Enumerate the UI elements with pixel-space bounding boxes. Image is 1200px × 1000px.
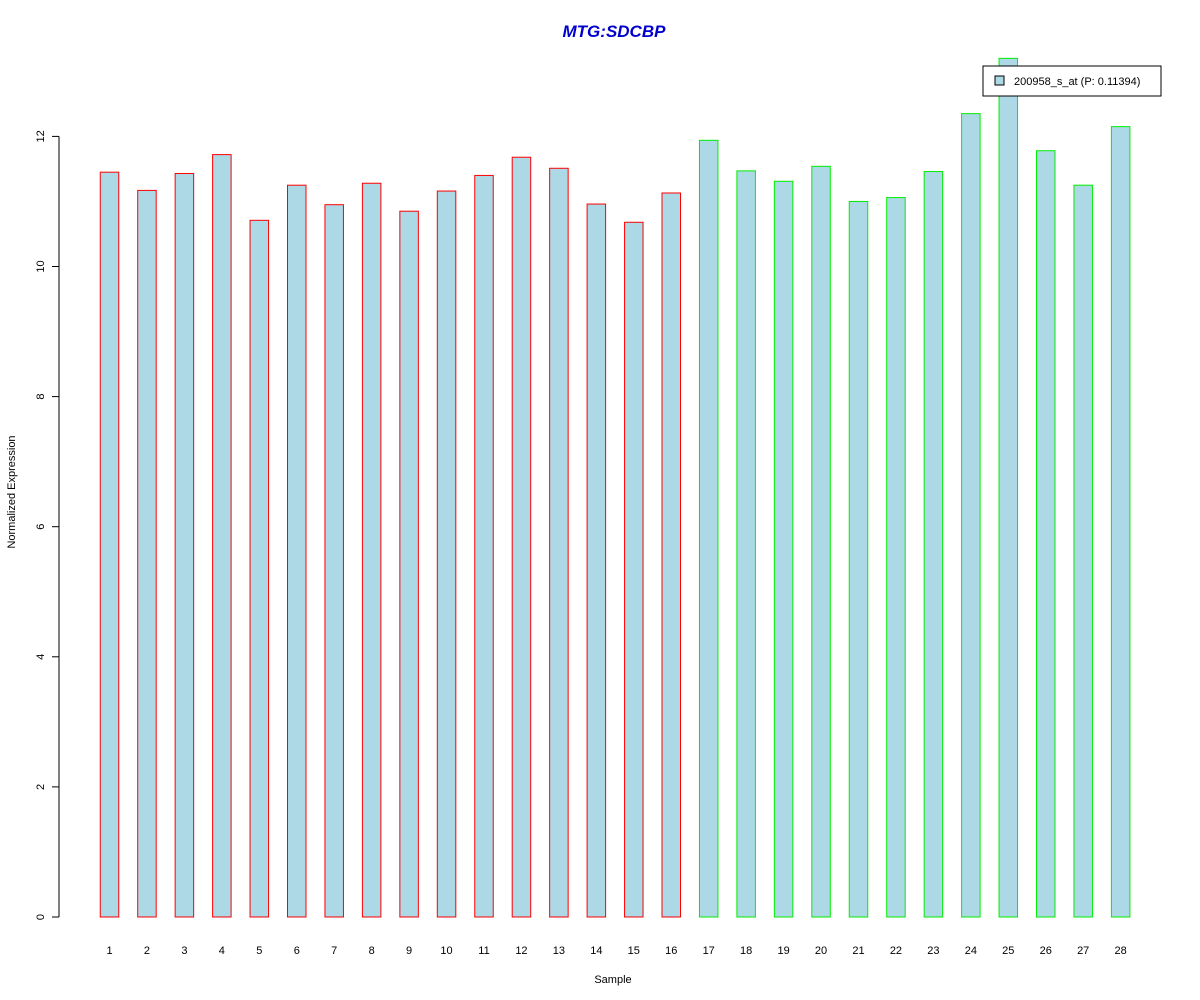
x-tick-label: 17 xyxy=(703,945,715,957)
x-tick-label: 7 xyxy=(331,945,337,957)
x-tick-label: 11 xyxy=(478,945,489,957)
bar-sample-14 xyxy=(586,203,607,918)
x-tick-label: 24 xyxy=(965,945,977,957)
x-tick-label: 12 xyxy=(515,945,527,957)
x-tick-label: 15 xyxy=(628,945,640,957)
bar-sample-6 xyxy=(287,184,307,918)
y-axis: 0 2 4 6 8 10 12 xyxy=(35,130,60,920)
bar-sample-7 xyxy=(324,204,344,918)
bar-sample-5 xyxy=(249,219,270,918)
x-tick-label: 25 xyxy=(1002,945,1014,957)
bar-sample-2 xyxy=(137,189,157,918)
y-tick-label: 10 xyxy=(35,260,47,272)
y-tick-label: 8 xyxy=(35,394,47,400)
bar-sample-4 xyxy=(212,154,232,918)
x-tick-label: 23 xyxy=(927,945,939,957)
bar-sample-8 xyxy=(361,182,382,918)
y-tick-label: 4 xyxy=(35,654,47,660)
legend: 200958_s_at (P: 0.11394) xyxy=(982,65,1162,97)
x-tick-label: 16 xyxy=(665,945,677,957)
x-tick-label: 13 xyxy=(553,945,565,957)
bar-sample-16 xyxy=(661,192,681,918)
bar-sample-19 xyxy=(773,180,794,918)
bar-sample-22 xyxy=(886,197,906,918)
x-tick-label: 6 xyxy=(294,945,300,957)
y-tick-label: 2 xyxy=(35,784,47,790)
bar-sample-23 xyxy=(923,171,944,918)
bar-sample-18 xyxy=(736,170,756,918)
bar-sample-24 xyxy=(961,113,981,918)
bar-sample-3 xyxy=(174,172,195,918)
y-tick-label: 12 xyxy=(35,130,47,142)
bar-sample-13 xyxy=(549,167,569,918)
y-tick-label: 6 xyxy=(35,524,47,530)
bar-sample-10 xyxy=(436,190,457,918)
legend-box xyxy=(982,65,1162,97)
bar-sample-11 xyxy=(474,174,494,918)
x-tick-label: 5 xyxy=(256,945,262,957)
bar-sample-21 xyxy=(848,200,869,918)
x-tick-label: 19 xyxy=(777,945,789,957)
x-tick-label: 3 xyxy=(181,945,187,957)
x-axis: 1 2 3 4 5 6 7 8 9 10 11 12 13 14 15 16 17 18 19 20 21 22 23 24 2… xyxy=(106,945,1126,957)
x-tick-label: 8 xyxy=(369,945,375,957)
y-axis-label: Normalized Expression xyxy=(6,435,18,548)
x-tick-label: 21 xyxy=(852,945,864,957)
bar-sample-25 xyxy=(998,57,1019,918)
bar-sample-27 xyxy=(1073,184,1093,918)
bar-sample-28 xyxy=(1110,126,1131,918)
bar-sample-15 xyxy=(624,221,644,918)
bar-sample-17 xyxy=(698,139,719,918)
bar-sample-12 xyxy=(511,156,532,918)
legend-label: 200958_s_at (P: 0.11394) xyxy=(1014,76,1140,88)
bar-sample-1 xyxy=(99,171,120,918)
x-tick-label: 9 xyxy=(406,945,412,957)
x-tick-label: 20 xyxy=(815,945,827,957)
x-tick-label: 1 xyxy=(106,945,112,957)
x-tick-label: 10 xyxy=(440,945,452,957)
x-axis-label: Sample xyxy=(594,974,631,986)
bar-sample-9 xyxy=(399,210,419,918)
x-tick-label: 2 xyxy=(144,945,150,957)
legend-swatch xyxy=(994,75,1005,86)
y-tick-label: 0 xyxy=(35,914,47,920)
bar-sample-26 xyxy=(1036,150,1056,918)
x-tick-label: 14 xyxy=(590,945,602,957)
x-tick-label: 4 xyxy=(219,945,225,957)
x-tick-label: 22 xyxy=(890,945,902,957)
x-tick-label: 26 xyxy=(1040,945,1052,957)
x-tick-label: 18 xyxy=(740,945,752,957)
chart-title: MTG:SDCBP xyxy=(563,22,667,41)
bar-sample-20 xyxy=(811,165,831,918)
x-tick-label: 28 xyxy=(1115,945,1127,957)
bars-group xyxy=(99,57,1131,918)
x-tick-label: 27 xyxy=(1077,945,1089,957)
